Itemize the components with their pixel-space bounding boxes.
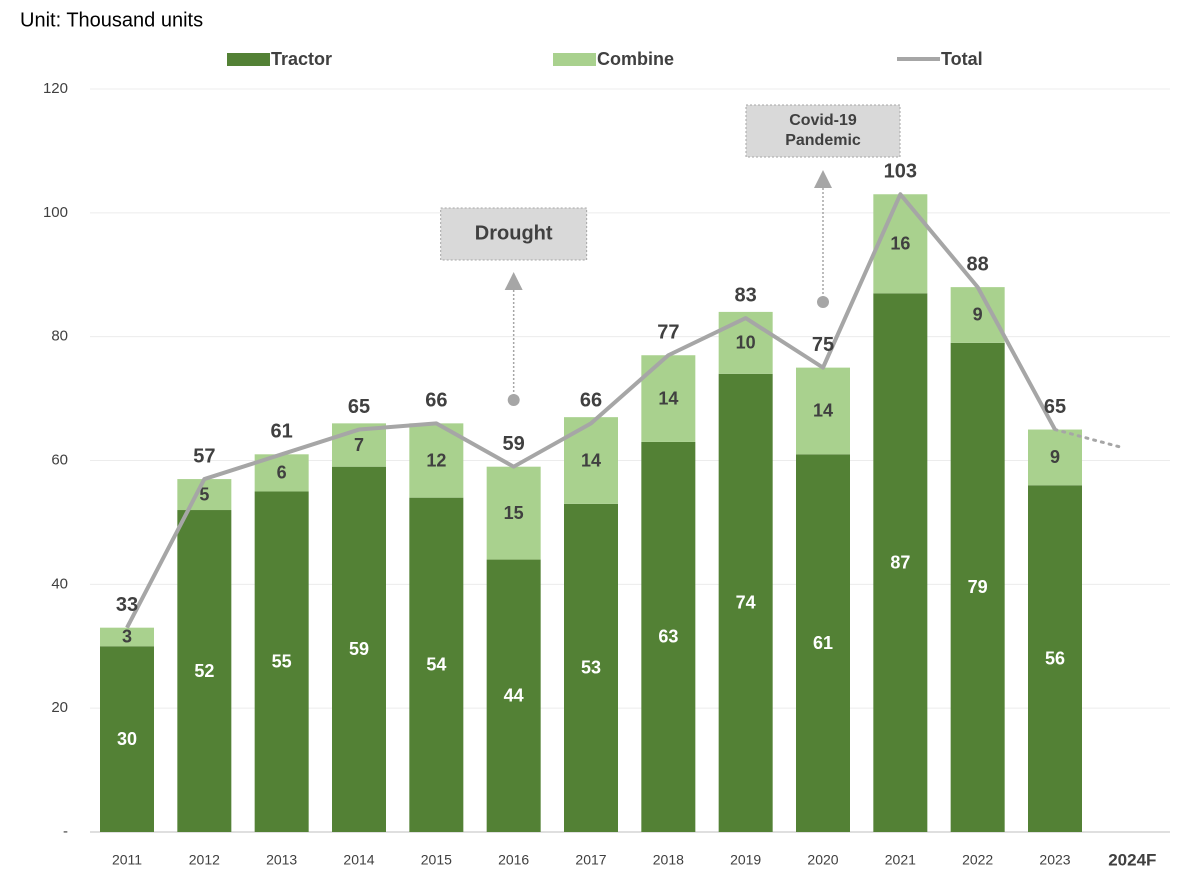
x-tick-label: 2011 — [112, 852, 142, 868]
x-tick-label: 2024F — [1108, 850, 1156, 869]
data-label: 14 — [658, 388, 678, 408]
total-label: 75 — [812, 334, 834, 356]
total-label: 88 — [967, 253, 989, 275]
data-label: 61 — [813, 633, 833, 653]
bar-tractor — [796, 454, 850, 832]
y-tick-label: 100 — [43, 204, 68, 221]
total-label: 59 — [503, 433, 525, 455]
annotation-box — [745, 104, 901, 158]
data-label: 5 — [199, 484, 209, 504]
bar-tractor — [100, 646, 154, 832]
bar-combine — [100, 627, 154, 647]
annotation-box — [440, 207, 588, 261]
bar-tractor — [254, 491, 309, 832]
data-label: 79 — [968, 577, 988, 597]
bar-tractor — [332, 466, 386, 832]
bar-combine — [409, 423, 464, 498]
bar-tractor — [409, 497, 464, 832]
y-tick-label: 20 — [51, 699, 68, 716]
legend-label: Tractor — [271, 49, 332, 69]
data-label: 10 — [736, 333, 756, 353]
total-label: 66 — [580, 390, 602, 412]
legend-swatch — [227, 53, 270, 66]
legend-swatch — [553, 53, 596, 66]
data-label: 53 — [581, 658, 601, 678]
y-tick-label: 80 — [51, 328, 68, 345]
total-label: 61 — [271, 421, 293, 443]
annotation-text: Pandemic — [785, 132, 861, 149]
bar-combine — [796, 367, 850, 455]
data-label: 12 — [426, 450, 446, 470]
data-label: 52 — [194, 661, 214, 681]
data-label: 44 — [504, 686, 524, 706]
x-tick-label: 2017 — [575, 852, 606, 868]
y-tick-label: 40 — [51, 575, 68, 592]
data-label: 87 — [890, 552, 910, 572]
annotation-arrow — [504, 272, 523, 290]
annotation-arrow — [814, 170, 832, 188]
x-tick-label: 2016 — [498, 852, 529, 868]
bar-tractor — [873, 293, 928, 832]
data-label: 3 — [122, 627, 132, 647]
bar-tractor — [718, 373, 773, 832]
total-label: 103 — [884, 161, 917, 183]
subtitle: Unit: Thousand units — [20, 9, 203, 31]
annotation-dot — [817, 296, 829, 308]
data-label: 63 — [658, 627, 678, 647]
total-label: 77 — [657, 322, 679, 344]
data-label: 14 — [813, 401, 833, 421]
bar-combine — [718, 311, 773, 374]
y-tick-label: 60 — [51, 451, 68, 468]
x-tick-label: 2019 — [730, 852, 761, 868]
total-label: 33 — [116, 594, 138, 616]
data-label: 74 — [736, 593, 756, 613]
x-tick-label: 2015 — [421, 852, 452, 868]
data-label: 59 — [349, 639, 369, 659]
data-label: 56 — [1045, 648, 1065, 668]
data-label: 14 — [581, 450, 601, 470]
data-label: 9 — [973, 305, 983, 325]
data-label: 16 — [890, 234, 910, 254]
data-label: 55 — [272, 651, 292, 671]
data-label: 9 — [1050, 447, 1060, 467]
x-tick-label: 2018 — [653, 852, 684, 868]
total-label: 65 — [1044, 396, 1066, 418]
bar-combine — [1028, 429, 1082, 486]
data-label: 6 — [277, 463, 287, 483]
x-tick-label: 2012 — [189, 852, 220, 868]
bar-tractor — [564, 503, 618, 832]
data-label: 15 — [504, 503, 524, 523]
bar-combine — [486, 466, 541, 560]
bar-tractor — [641, 441, 696, 832]
x-tick-label: 2023 — [1039, 852, 1070, 868]
data-label: 54 — [426, 655, 446, 675]
bar-combine — [873, 194, 928, 294]
bar-combine — [950, 287, 1005, 343]
bar-tractor — [177, 510, 232, 832]
x-tick-label: 2022 — [962, 852, 993, 868]
total-line — [125, 192, 1057, 629]
bar-combine — [177, 479, 232, 511]
x-tick-label: 2021 — [885, 852, 916, 868]
bar-tractor — [1028, 485, 1082, 832]
x-tick-label: 2020 — [807, 852, 838, 868]
y-tick-label: 120 — [43, 80, 68, 97]
bar-tractor — [486, 559, 541, 832]
total-label: 65 — [348, 396, 370, 418]
x-tick-label: 2014 — [343, 852, 374, 868]
y-tick-label: - — [63, 823, 68, 840]
bar-tractor — [950, 342, 1005, 832]
x-tick-label: 2013 — [266, 852, 297, 868]
data-label: 30 — [117, 729, 137, 749]
annotation-text: Drought — [475, 222, 553, 244]
total-label: 66 — [425, 390, 447, 412]
annotation-text: Covid-19 — [789, 112, 857, 129]
total-label: 57 — [193, 445, 215, 467]
total-label: 83 — [735, 284, 757, 306]
legend-label: Combine — [597, 49, 674, 69]
data-label: 7 — [354, 435, 364, 455]
annotation-dot — [507, 394, 520, 406]
legend-label: Total — [941, 49, 983, 69]
